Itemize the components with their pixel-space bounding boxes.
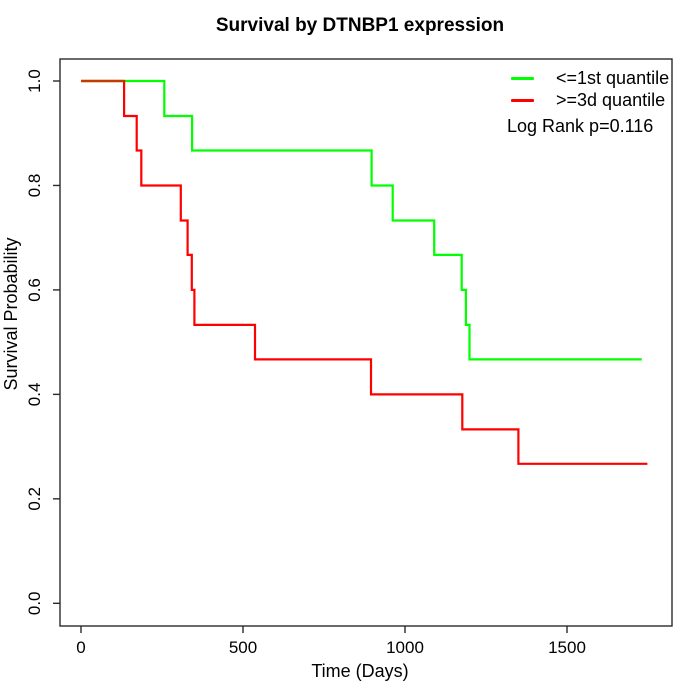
y-tick-label: 0.6 [25,278,44,302]
legend-label-first-quantile: <=1st quantile [556,68,670,88]
x-tick-label: 0 [76,638,85,657]
plot-box [59,58,673,627]
legend-line-third-quantile-icon [511,99,534,102]
legend-line-first-quantile-icon [511,77,534,80]
y-tick-label: 0.0 [25,591,44,615]
x-tick-label: 500 [229,638,257,657]
y-tick-label: 1.0 [25,69,44,93]
survival-curve-third-quantile [81,79,648,465]
y-tick-label: 0.8 [25,174,44,198]
legend-label-third-quantile: >=3d quantile [556,90,666,110]
log-rank-pvalue-note: Log Rank p=0.116 [507,116,654,136]
chart-title: Survival by DTNBP1 expression [215,15,505,36]
x-tick-label: 1500 [548,638,586,657]
x-tick-label: 1000 [386,638,424,657]
survival-curve-first-quantile [81,79,642,361]
y-tick-label: 0.2 [25,487,44,511]
y-axis-title: Survival Probability [1,237,21,391]
y-tick-label: 0.4 [25,383,44,407]
x-axis-title: Time (Days) [311,661,409,681]
